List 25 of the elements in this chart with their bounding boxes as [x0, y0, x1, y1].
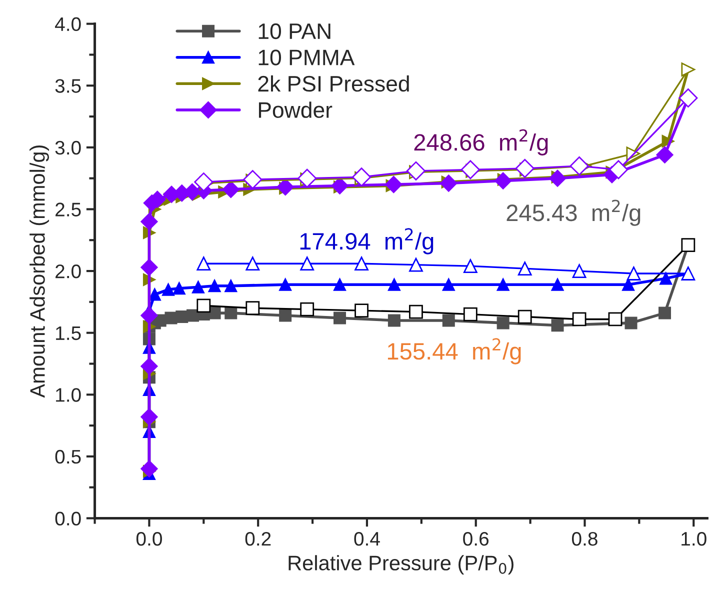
y-tick-label: 4.0 [55, 17, 81, 32]
legend-label: Powder [258, 102, 332, 118]
x-tick-label: 0.8 [572, 532, 598, 546]
x-tick-label: 1.0 [682, 532, 706, 546]
y-tick-label: 2.0 [56, 264, 81, 278]
y-tick-label: 2.5 [56, 202, 81, 216]
x-tick-label: 0.0 [136, 532, 162, 546]
legend-label: 2k PSI Pressed [258, 75, 409, 92]
y-tick-label: 0.5 [55, 450, 81, 464]
y-tick-label: 3.0 [55, 140, 81, 155]
y-tick-label: 3.5 [55, 79, 81, 93]
x-tick-label: 0.6 [463, 532, 489, 546]
x-axis-title: Relative Pressure (P/P$_{0}$) [288, 555, 514, 575]
legend-label: 10 PAN [258, 23, 330, 40]
legend-label: 10 PMMA [258, 50, 355, 66]
x-tick-label: 0.4 [354, 532, 380, 546]
y-tick-label: 0.0 [55, 512, 81, 526]
annotation: 174.94 m$^{2}$/g [300, 228, 434, 254]
y-tick-label: 1.5 [56, 326, 81, 340]
y-tick-label: 1.0 [56, 388, 81, 402]
annotation: 155.44 m$^{2}$/g [388, 338, 521, 364]
y-axis-title: Amount Adsorbed (mmol/g) [30, 146, 49, 398]
x-tick-label: 0.2 [245, 532, 271, 546]
annotation: 248.66 m$^{2}$/g [414, 129, 548, 156]
annotation: 245.43 m$^{2}$/g [506, 200, 640, 226]
